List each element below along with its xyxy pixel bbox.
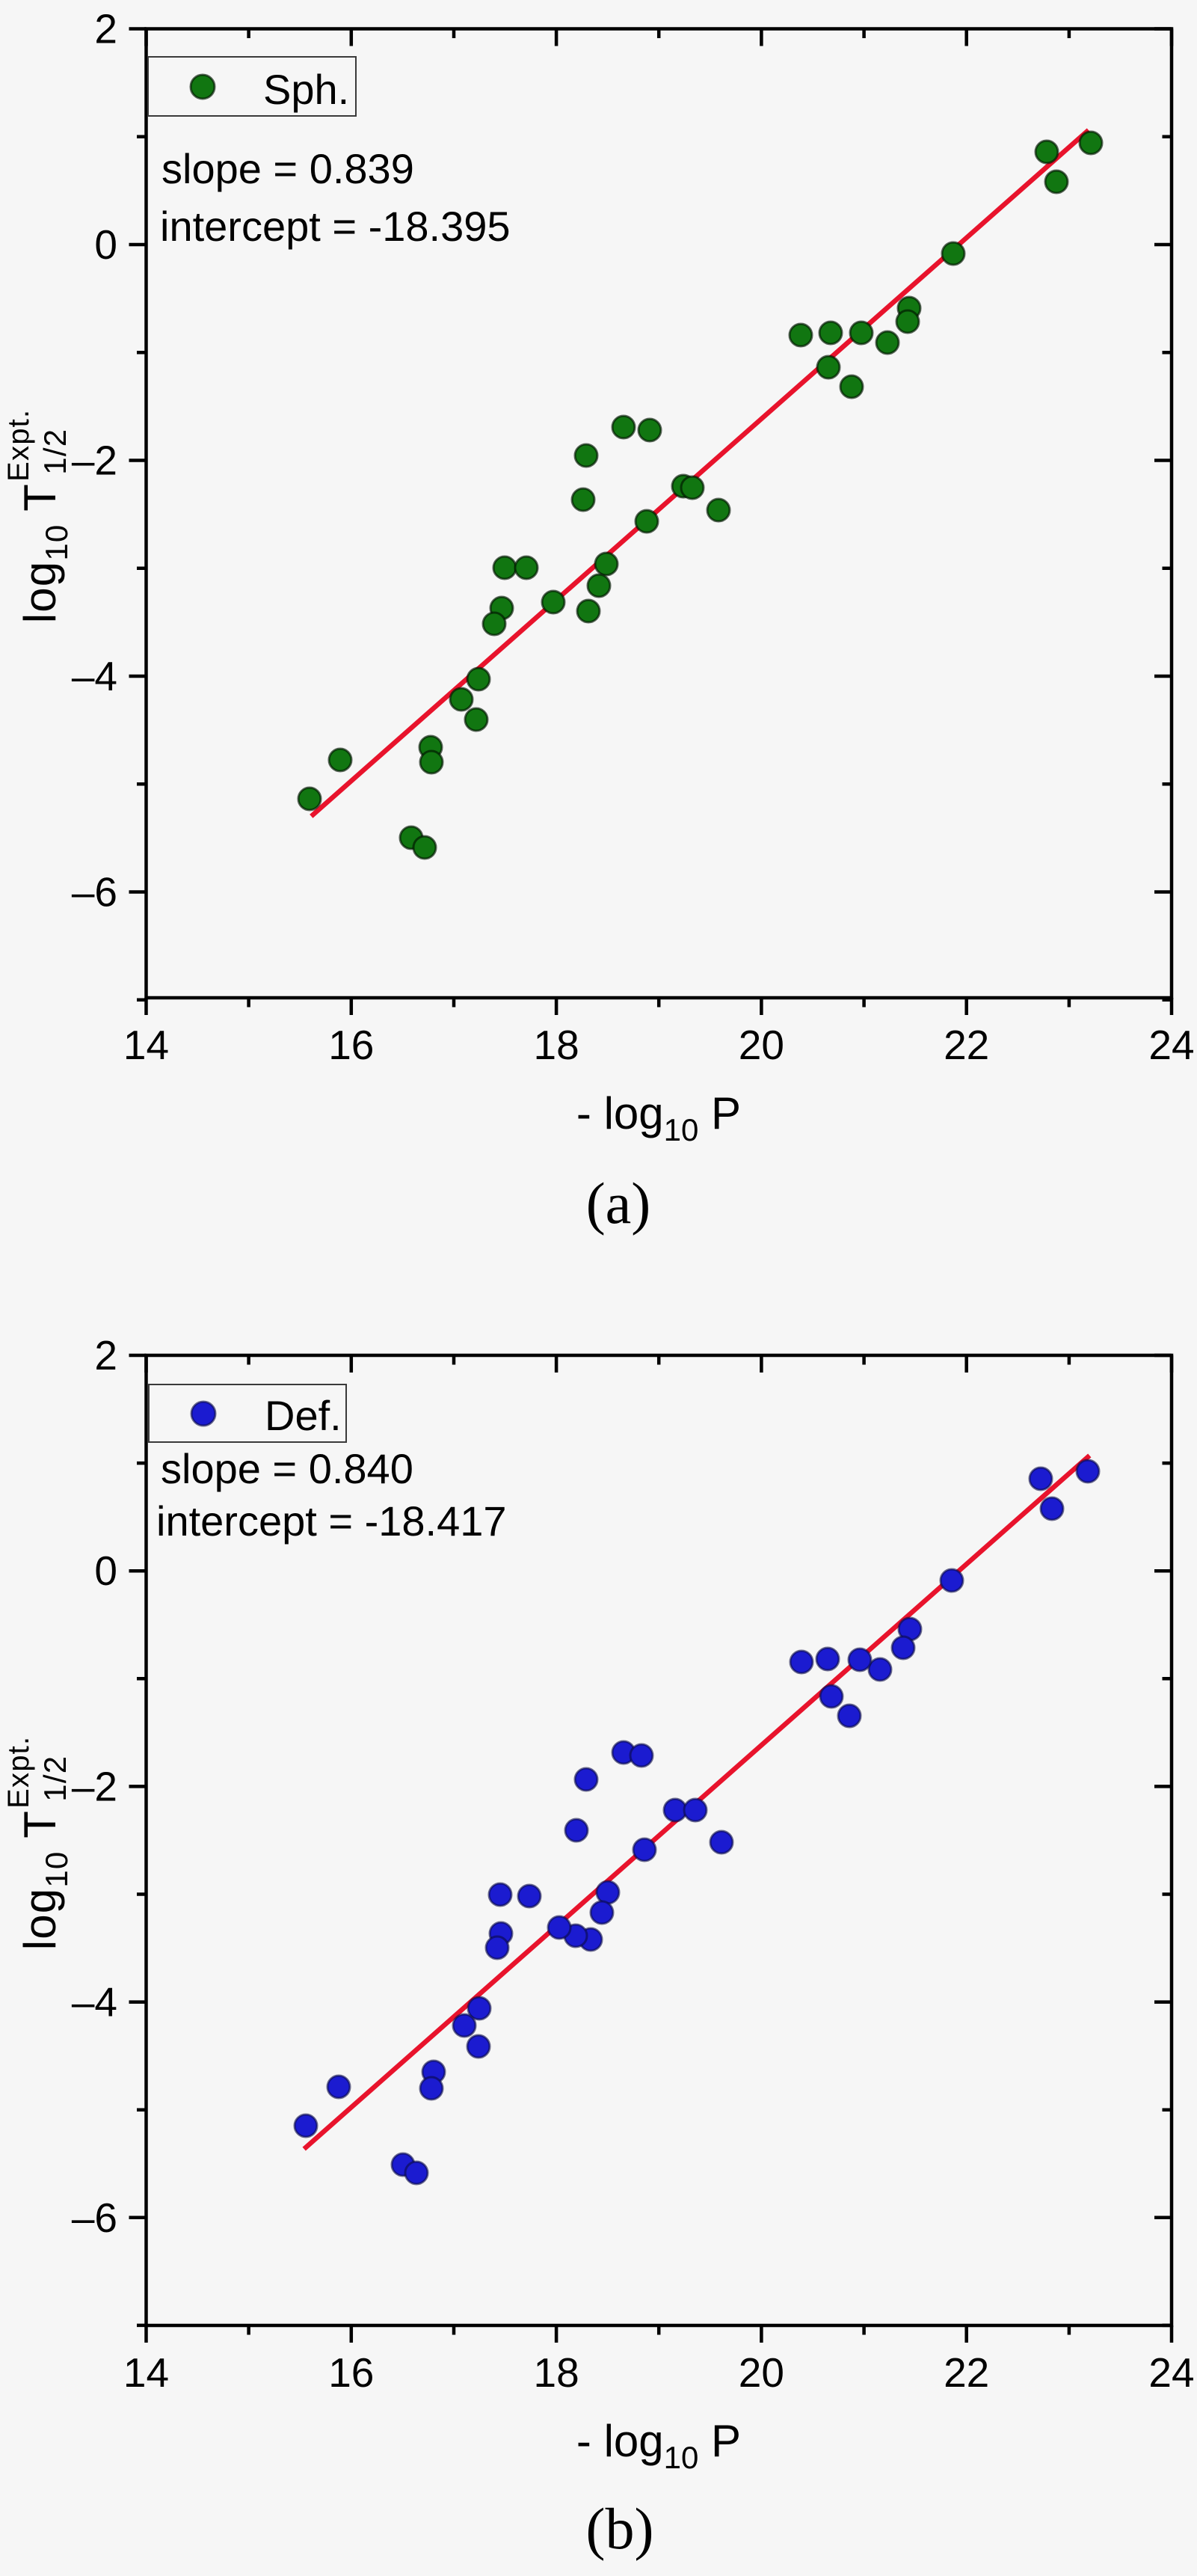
- svg-text:- log10 P: - log10 P: [576, 1088, 741, 1147]
- svg-text:–6: –6: [72, 869, 117, 916]
- svg-text:intercept = -18.395: intercept = -18.395: [160, 203, 511, 250]
- svg-text:24: 24: [1148, 2349, 1194, 2396]
- svg-text:0: 0: [94, 1548, 117, 1594]
- svg-text:(b): (b): [586, 2496, 654, 2561]
- svg-text:–2: –2: [72, 1763, 117, 1809]
- svg-text:- log10 P: - log10 P: [576, 2416, 741, 2475]
- svg-text:–2: –2: [72, 438, 117, 484]
- svg-text:22: 22: [944, 2349, 989, 2396]
- svg-text:Def.: Def.: [265, 1392, 342, 1439]
- svg-text:22: 22: [944, 1022, 989, 1068]
- svg-text:20: 20: [739, 1022, 784, 1068]
- svg-text:slope = 0.840: slope = 0.840: [161, 1445, 413, 1492]
- svg-text:Sph.: Sph.: [263, 66, 349, 113]
- svg-text:14: 14: [123, 1022, 169, 1068]
- svg-text:–4: –4: [72, 653, 117, 699]
- svg-text:14: 14: [123, 2349, 169, 2396]
- svg-text:–6: –6: [72, 2195, 117, 2241]
- svg-text:24: 24: [1148, 1022, 1194, 1068]
- svg-text:slope = 0.839: slope = 0.839: [161, 145, 414, 192]
- svg-text:18: 18: [534, 1022, 579, 1068]
- svg-text:2: 2: [94, 1332, 117, 1379]
- svg-text:16: 16: [328, 2349, 374, 2396]
- svg-text:2: 2: [94, 6, 117, 52]
- svg-text:intercept = -18.417: intercept = -18.417: [156, 1497, 507, 1545]
- svg-text:–4: –4: [72, 1979, 117, 2025]
- svg-text:(a): (a): [586, 1171, 651, 1236]
- svg-text:0: 0: [94, 221, 117, 268]
- svg-text:18: 18: [534, 2349, 579, 2396]
- svg-text:16: 16: [328, 1022, 374, 1068]
- svg-text:20: 20: [739, 2349, 784, 2396]
